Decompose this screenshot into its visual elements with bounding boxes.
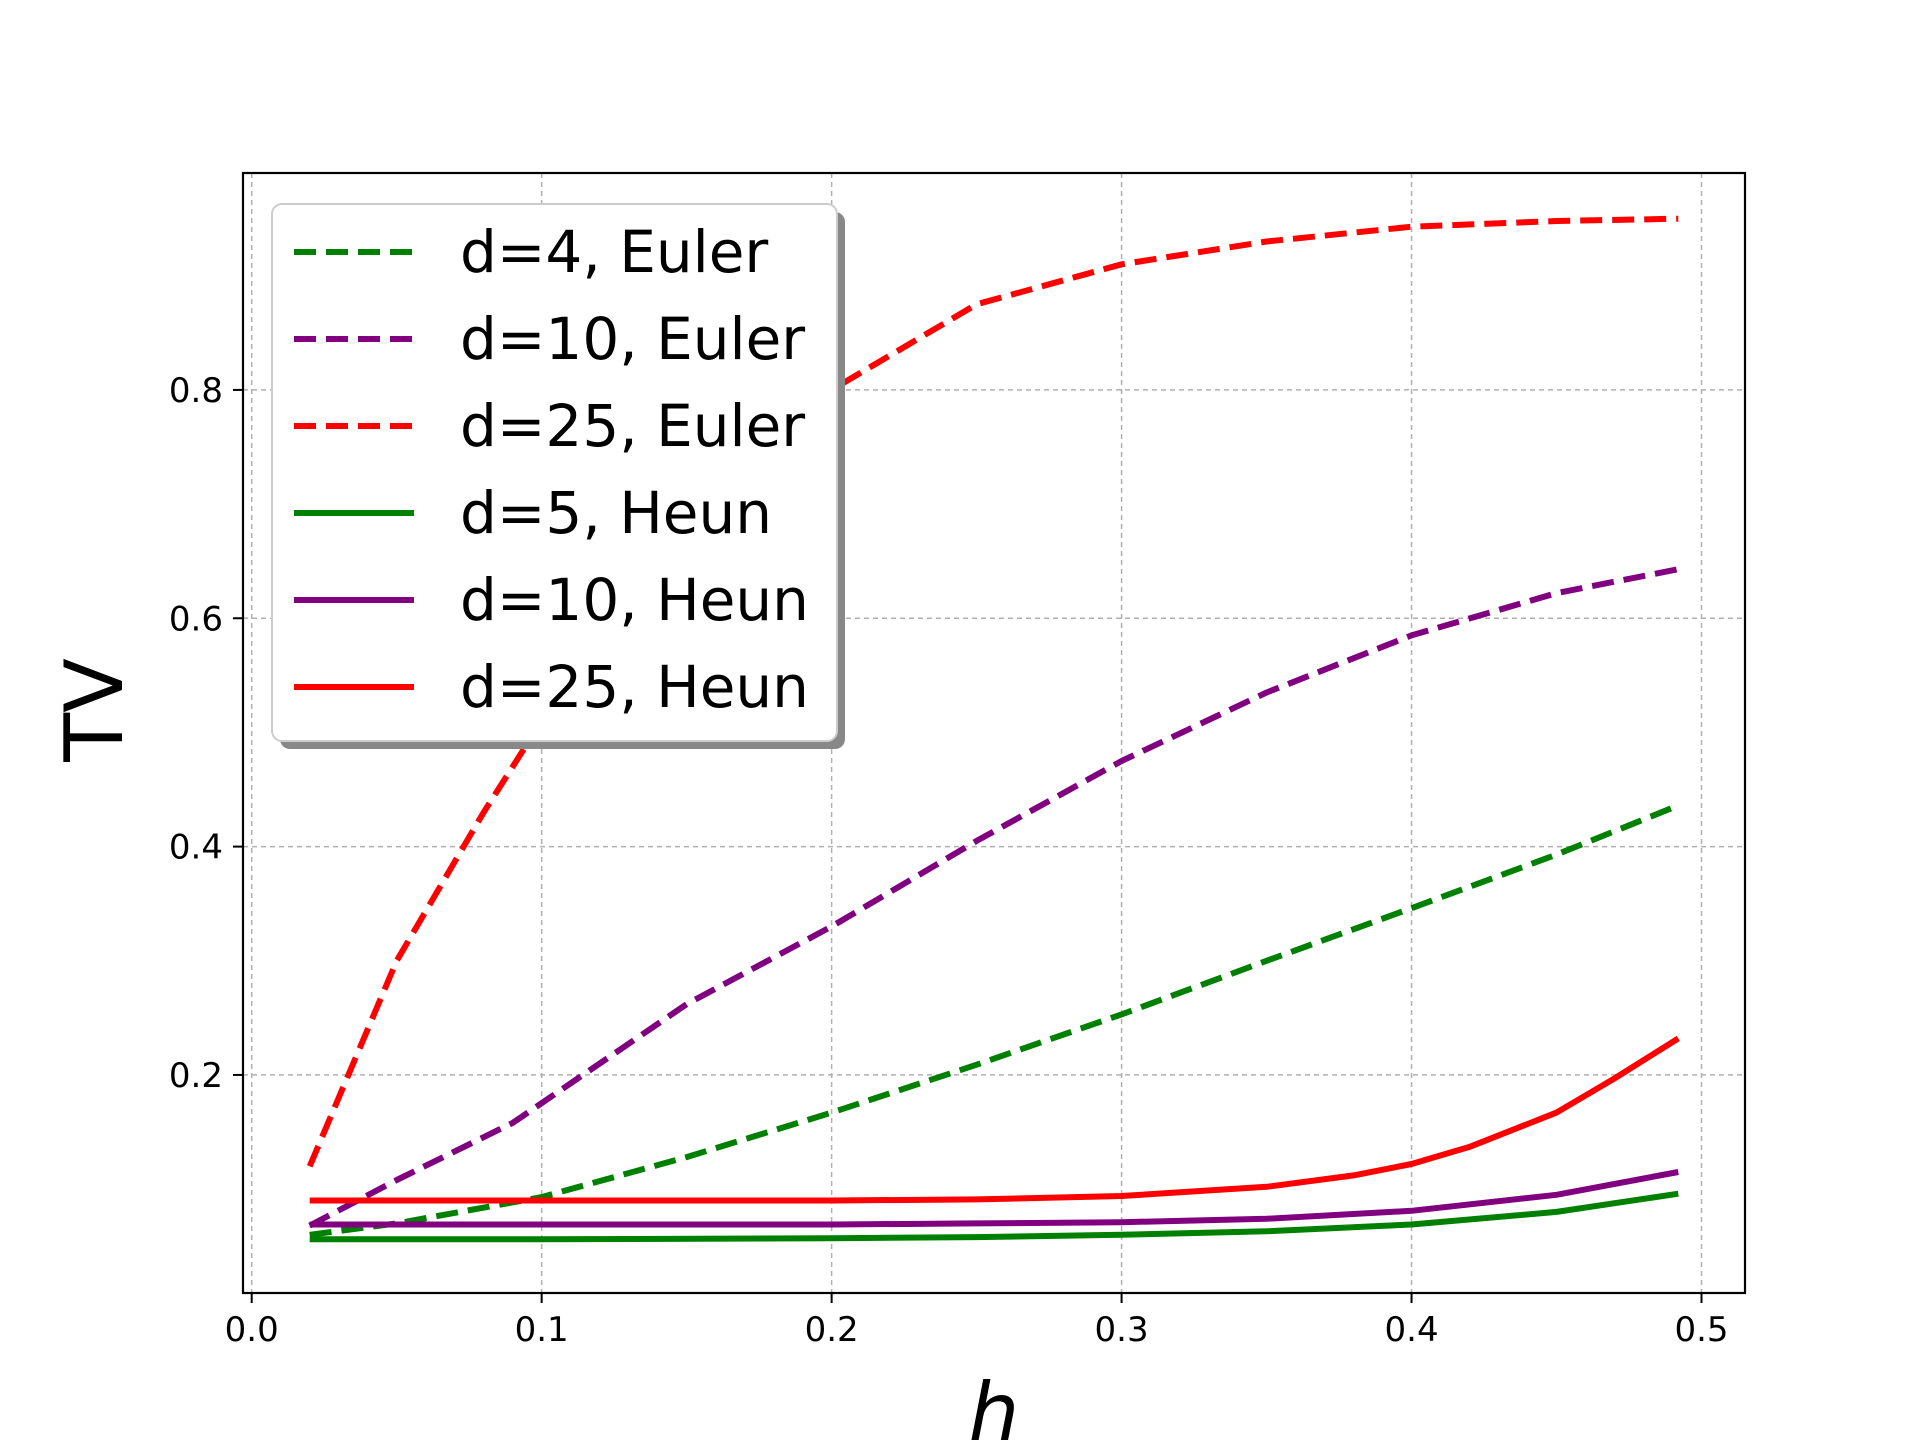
series-line-4 — [309, 1169, 1679, 1228]
x-tick-label: 0.3 — [1095, 1310, 1149, 1350]
series-line-0 — [309, 802, 1680, 1238]
x-tick-label: 0.5 — [1674, 1310, 1728, 1350]
legend: d=4, Euler d=10, Euler d=25, Euler d=5, Heu… — [271, 203, 845, 749]
y-tick-label: 0.8 — [169, 371, 223, 411]
legend-label-5: d=25, Heun — [460, 653, 809, 721]
x-axis: 0.0 0.1 0.2 0.3 0.4 0.5 — [225, 1293, 1729, 1350]
legend-label-3: d=5, Heun — [460, 479, 772, 547]
y-tick-label: 0.6 — [169, 599, 223, 639]
legend-label-1: d=10, Euler — [460, 305, 805, 373]
x-tick-label: 0.2 — [805, 1310, 859, 1350]
x-tick-label: 0.0 — [225, 1310, 279, 1350]
legend-label-0: d=4, Euler — [460, 218, 768, 286]
x-tick-label: 0.4 — [1385, 1310, 1439, 1350]
series-line-3 — [309, 1190, 1679, 1243]
y-axis-label: TV — [48, 658, 141, 763]
legend-label-4: d=10, Heun — [460, 566, 809, 634]
legend-label-2: d=25, Euler — [460, 392, 805, 460]
x-tick-label: 0.1 — [515, 1310, 569, 1350]
y-axis: 0.2 0.4 0.6 0.8 — [169, 371, 243, 1096]
y-tick-label: 0.4 — [169, 828, 223, 868]
plot-frame — [241, 171, 1747, 1295]
legend-entries: d=4, Euler d=10, Euler d=25, Euler d=5, Heu… — [294, 218, 809, 721]
series-line-5 — [309, 1035, 1680, 1204]
y-tick-label: 0.2 — [169, 1056, 223, 1096]
series-line-1 — [308, 566, 1679, 1229]
legend-frame — [271, 203, 838, 742]
x-axis-label: h — [969, 1366, 1020, 1440]
